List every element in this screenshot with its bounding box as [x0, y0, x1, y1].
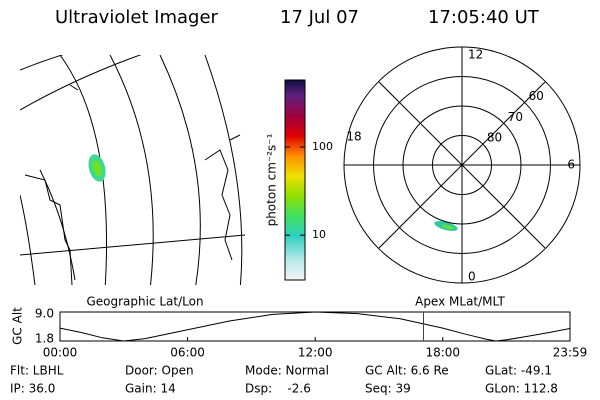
lat-label: 60 [529, 89, 544, 103]
status-field: Door: Open [125, 364, 194, 378]
mlt-label: 12 [468, 48, 483, 62]
mlt-label: 0 [468, 270, 476, 284]
x-tick-label: 00:00 [43, 346, 78, 360]
y-tick-label: 9.0 [35, 307, 54, 321]
altitude-frame [59, 311, 571, 342]
colorbar-label: photon cm⁻²s⁻¹ [265, 133, 279, 226]
status-field: Gain: 14 [125, 382, 176, 396]
lat-circle [373, 76, 551, 254]
status-field: IP: 36.0 [10, 382, 55, 396]
x-tick-label: 12:00 [298, 346, 333, 360]
polar-plot [343, 46, 581, 284]
status-field: Seq: 39 [365, 382, 411, 396]
status-field: Dsp: -2.6 [245, 382, 311, 396]
altitude-label: GC Alt [11, 307, 25, 345]
status-field: Mode: Normal [245, 364, 329, 378]
date: 17 Jul 07 [280, 7, 359, 28]
map [20, 55, 245, 285]
status-field: GLon: 112.8 [485, 382, 558, 396]
title: Ultraviolet Imager [55, 7, 219, 28]
status-field: GLat: -49.1 [485, 364, 552, 378]
lat-circle [432, 135, 492, 195]
status-field: Flt: LBHL [10, 364, 64, 378]
status-field: GC Alt: 6.6 Re [365, 364, 449, 378]
x-tick-label: 23:59 [553, 346, 588, 360]
y-tick-label: 1.8 [35, 332, 54, 346]
colorbar [284, 79, 306, 281]
lat-label: 70 [508, 110, 523, 124]
colorbar-tick-label: 100 [312, 140, 333, 153]
lat-circle [402, 105, 522, 225]
polar-label: Apex MLat/MLT [415, 295, 505, 309]
lat-label: 80 [487, 131, 502, 145]
colorbar-tick-label: 10 [312, 228, 326, 241]
time: 17:05:40 UT [428, 7, 540, 28]
x-tick-label: 18:00 [425, 346, 460, 360]
altitude-line [59, 311, 571, 342]
map-label: Geographic Lat/Lon [86, 295, 203, 309]
mlt-label: 18 [346, 130, 361, 144]
x-tick-label: 06:00 [170, 346, 205, 360]
mlt-label: 6 [567, 158, 575, 172]
